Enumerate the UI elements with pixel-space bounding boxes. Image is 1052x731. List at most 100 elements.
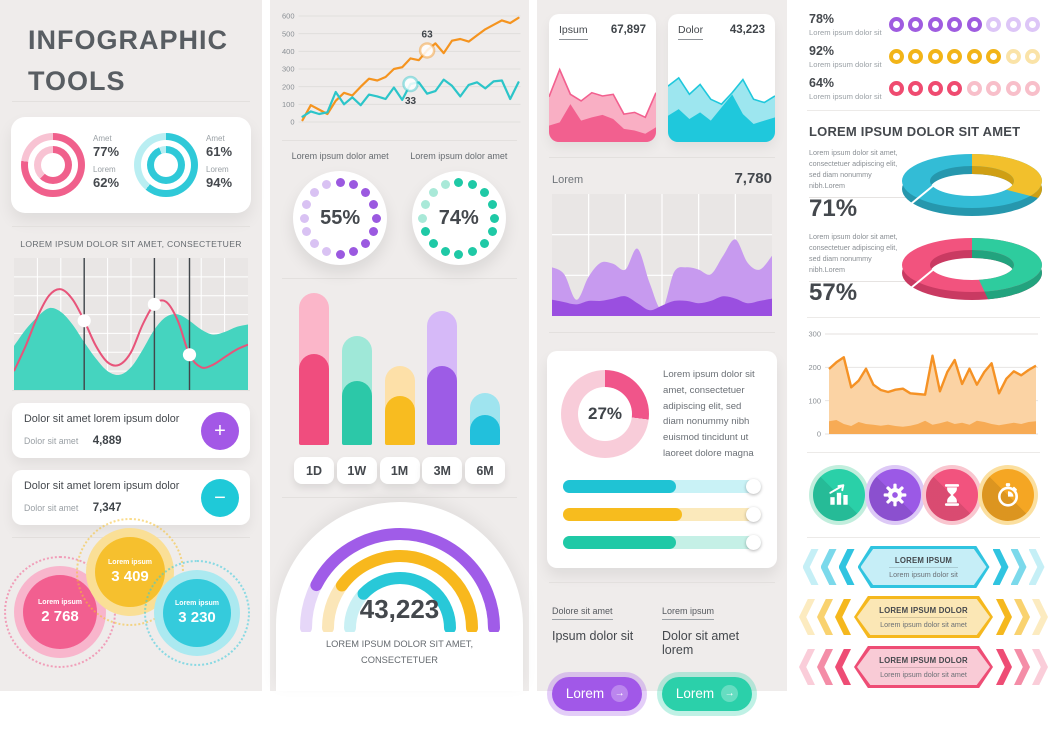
svg-text:100: 100 <box>282 100 295 109</box>
chevron-decor <box>799 599 815 635</box>
arrow-right-icon: → <box>611 685 629 703</box>
chevrons-right <box>996 599 1048 635</box>
progress-dot <box>888 17 904 32</box>
purple-area-chart <box>552 194 772 316</box>
bar-group: 3M <box>422 293 463 484</box>
svg-text:500: 500 <box>282 29 295 38</box>
banner-hexagon: LOREM IPSUM Lorem ipsum dolor sit <box>857 546 990 588</box>
donut-dot <box>349 246 359 256</box>
stat-card-value: 7,347 <box>92 502 122 514</box>
hourglass-icon[interactable] <box>925 469 978 521</box>
donut-dot <box>479 188 489 198</box>
progress-dot <box>1005 49 1021 64</box>
donut-heading: Lorem ipsum dolor amet <box>291 151 389 161</box>
donut-dot <box>440 246 450 256</box>
donut-3d-chart <box>899 238 1042 300</box>
percent-value: 64% <box>809 76 835 90</box>
ring-donut-group: Amet 77% Lorem 62% <box>21 133 128 197</box>
link-block: Dolore sit amet Ipsum dolor sit <box>552 601 662 657</box>
svg-text:300: 300 <box>282 65 295 74</box>
mini-area-chart <box>549 67 656 142</box>
plus-button[interactable]: + <box>201 411 239 450</box>
progress-knob[interactable] <box>746 478 761 494</box>
chevrons-left <box>799 599 851 635</box>
donut-dot <box>368 199 378 209</box>
donut-dot <box>440 180 450 190</box>
panel-left: INFOGRAPHIC TOOLS Amet 77% Lorem 62% Ame… <box>0 0 262 691</box>
chevrons-right <box>992 549 1045 585</box>
chevron-decor <box>835 649 851 685</box>
donut-chart: 27% <box>561 370 649 459</box>
donut-dot <box>361 188 371 198</box>
donut-dot <box>302 199 312 209</box>
dotted-donut-row: Lorem ipsum dolor amet 55% Lorem ipsum d… <box>270 151 529 265</box>
gear-icon[interactable] <box>869 469 922 521</box>
dotted-ring <box>144 560 250 666</box>
chevron-decor <box>1014 599 1030 635</box>
link-text: Ipsum dolor sit <box>552 628 634 643</box>
dotted-donut-chart: 74% <box>411 171 506 265</box>
mini-area-card: Ipsum 67,897 <box>549 14 656 142</box>
svg-text:200: 200 <box>282 82 295 91</box>
donut-dot <box>454 249 464 259</box>
mini-card-value: 67,897 <box>610 24 646 36</box>
banner-title: LOREM IPSUM DOLOR <box>879 605 968 615</box>
donut-value: 74% <box>438 206 479 229</box>
bar-chart-icon[interactable] <box>813 469 865 521</box>
bubble-cyan: Lorem ipsum 3 230 <box>144 560 250 666</box>
page-title: INFOGRAPHIC TOOLS <box>28 25 228 96</box>
progress-dot <box>986 81 1001 96</box>
progress-bars <box>563 478 761 550</box>
progress-dot <box>927 49 943 64</box>
stat-card-title: Dolor sit amet lorem ipsum dolor <box>24 480 180 492</box>
donut-dot <box>454 177 464 187</box>
progress-dot <box>986 17 1001 32</box>
lorem-button-teal[interactable]: Lorem → <box>662 676 752 711</box>
donut-dot <box>335 177 345 187</box>
range-chip-1D[interactable]: 1D <box>294 457 334 484</box>
banner-pink: LOREM IPSUM DOLOR Lorem ipsum dolor sit … <box>799 646 1048 688</box>
donut-description: Lorem ipsum dolor sit amet, consectetuer… <box>809 147 907 198</box>
line-chart: 600 500 400 300 200 100 0 63 33 <box>272 8 525 140</box>
panel-center-left: 600 500 400 300 200 100 0 63 33 Lorem ipsum dolo… <box>270 0 529 691</box>
percent-label: Lorem ipsum dolor sit <box>809 92 882 101</box>
mini-card-label: Ipsum <box>559 24 588 40</box>
minus-button[interactable]: − <box>201 478 239 517</box>
orange-area-chart: 300 200 100 0 <box>803 324 1040 452</box>
donut-dot <box>310 188 320 198</box>
divider <box>549 581 775 583</box>
dot-progress-track <box>888 49 1040 64</box>
range-chip-6M[interactable]: 6M <box>465 457 505 484</box>
chevron-decor <box>1010 549 1027 585</box>
button-label: Lorem <box>675 686 715 702</box>
donut-dot <box>418 213 428 223</box>
stat-card: Dolor sit amet lorem ipsum dolor Dolor s… <box>12 403 250 458</box>
progress-knob[interactable] <box>746 534 761 550</box>
divider <box>549 332 775 333</box>
range-chip-1M[interactable]: 1M <box>379 457 420 484</box>
progress-knob[interactable] <box>746 506 761 522</box>
link-label: Dolore sit amet <box>552 606 613 620</box>
lorem-button-purple[interactable]: Lorem → <box>552 676 642 711</box>
mini-card-row: Ipsum 67,897 Dolor 43,223 <box>537 0 787 142</box>
progress-dot <box>986 49 1001 64</box>
progress-dot <box>927 81 943 96</box>
panel-center-right: Ipsum 67,897 Dolor 43,223 Lorem 7,780 27… <box>537 0 787 711</box>
chevron-decor <box>1028 549 1045 585</box>
donut-dot <box>349 180 359 190</box>
bar <box>384 365 415 445</box>
range-chip-3M[interactable]: 3M <box>422 457 463 484</box>
section-heading: LOREM IPSUM DOLOR SIT AMET <box>809 124 1021 139</box>
divider <box>807 537 1040 538</box>
range-chip-1W[interactable]: 1W <box>336 457 377 484</box>
banner-subtitle: Lorem ipsum dolor sit amet <box>880 616 967 629</box>
progress-dot <box>966 49 982 64</box>
bubble-value: 2 768 <box>41 608 79 625</box>
progress-dot <box>927 17 943 32</box>
stat-label: Amet <box>93 134 112 143</box>
percent-label: Lorem ipsum dolor sit <box>809 28 882 37</box>
stopwatch-icon[interactable] <box>981 469 1034 521</box>
bubble-value: 3 409 <box>111 568 149 585</box>
donut-dot <box>490 213 500 223</box>
divider <box>282 278 517 279</box>
